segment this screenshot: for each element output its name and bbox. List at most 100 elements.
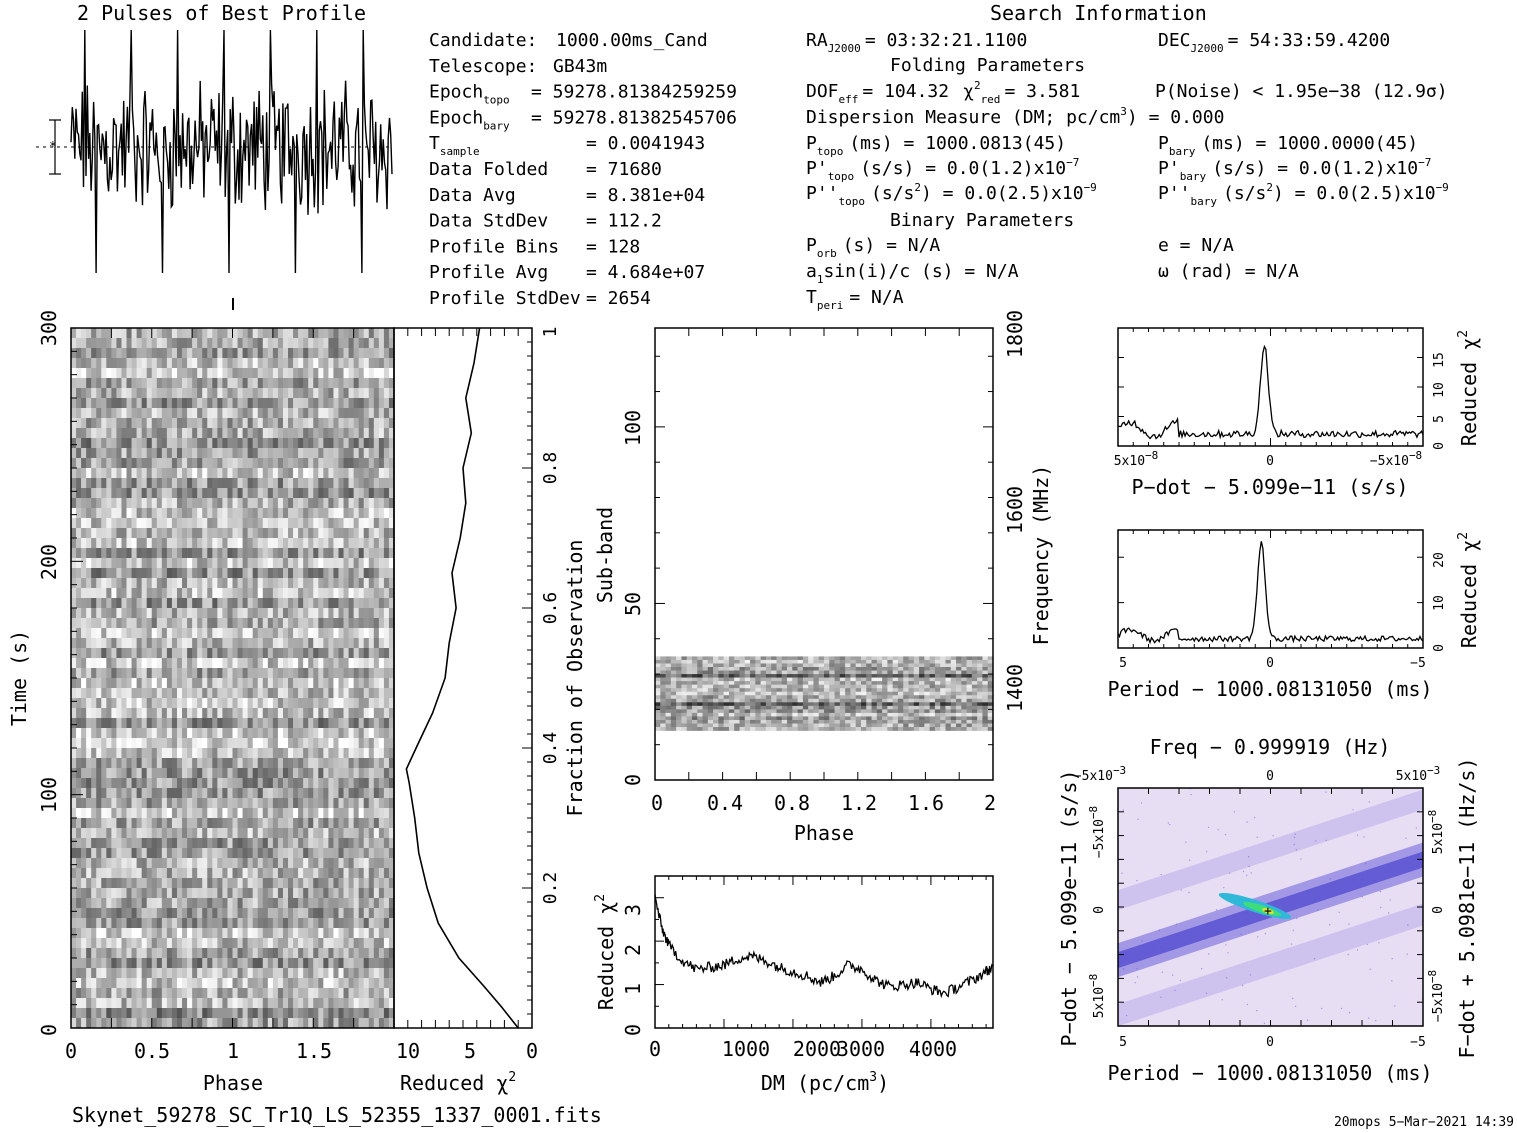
- time-phase-cell: [378, 708, 385, 719]
- time-phase-cell: [227, 508, 233, 519]
- time-phase-cell: [353, 548, 359, 559]
- time-phase-cell: [378, 758, 385, 769]
- time-phase-cell: [232, 968, 238, 979]
- time-phase-cell: [343, 398, 349, 409]
- time-phase-cell: [348, 528, 354, 539]
- time-phase-cell: [86, 978, 92, 989]
- subband-cell: [940, 659, 946, 664]
- time-phase-cell: [378, 608, 385, 619]
- time-phase-cell: [303, 648, 309, 659]
- time-phase-cell: [318, 368, 324, 379]
- time-phase-cell: [383, 878, 390, 889]
- time-phase-cell: [237, 788, 243, 799]
- time-phase-cell: [272, 328, 279, 339]
- time-phase-cell: [187, 378, 193, 389]
- time-phase-cell: [76, 608, 82, 619]
- time-phase-cell: [328, 628, 334, 639]
- time-phase-cell: [101, 478, 107, 489]
- time-phase-cell: [217, 748, 223, 759]
- time-phase-cell: [187, 668, 193, 679]
- time-phase-cell: [237, 708, 243, 719]
- time-phase-cell: [86, 908, 92, 919]
- time-phase-cell: [257, 918, 264, 929]
- time-phase-cell: [101, 908, 107, 919]
- time-phase-cell: [383, 958, 390, 969]
- time-phase-cell: [298, 468, 304, 479]
- time-phase-cell: [166, 348, 173, 359]
- time-phase-cell: [111, 908, 117, 919]
- time-phase-cell: [343, 648, 349, 659]
- time-phase-cell: [116, 738, 122, 749]
- time-phase-cell: [363, 478, 370, 489]
- time-phase-cell: [277, 858, 284, 869]
- time-phase-cell: [252, 508, 259, 519]
- time-phase-cell: [282, 918, 289, 929]
- time-phase-cell: [182, 408, 188, 419]
- time-phase-cell: [323, 668, 329, 679]
- time-phase-cell: [187, 868, 193, 879]
- time-phase-cell: [358, 768, 365, 779]
- time-phase-cell: [76, 498, 82, 509]
- time-phase-cell: [126, 918, 132, 929]
- time-phase-cell: [323, 948, 329, 959]
- time-phase-cell: [81, 718, 87, 729]
- time-phase-cell: [161, 948, 168, 959]
- time-phase-cell: [363, 828, 370, 839]
- time-phase-cell: [171, 488, 178, 499]
- time-phase-cell: [313, 478, 319, 489]
- time-phase-cell: [116, 648, 122, 659]
- time-phase-cell: [212, 948, 218, 959]
- time-phase-cell: [227, 978, 233, 989]
- subband-cell: [834, 656, 841, 661]
- time-phase-cell: [237, 438, 243, 449]
- time-phase-cell: [308, 498, 314, 509]
- time-phase-cell: [207, 1018, 213, 1029]
- info-row-value: = 8.381e+04: [586, 185, 705, 206]
- time-phase-cell: [146, 408, 153, 419]
- time-phase-cell: [146, 948, 153, 959]
- time-phase-cell: [242, 918, 248, 929]
- time-phase-cell: [383, 718, 390, 729]
- time-phase-cell: [232, 408, 238, 419]
- time-phase-cell: [217, 858, 223, 869]
- time-phase-cell: [217, 378, 223, 389]
- time-phase-cell: [96, 508, 102, 519]
- time-phase-cell: [111, 978, 117, 989]
- time-phase-cell: [76, 708, 82, 719]
- time-phase-cell: [267, 418, 274, 429]
- time-phase-cell: [343, 758, 349, 769]
- subband-cell: [956, 659, 962, 664]
- time-phase-cell: [76, 718, 82, 729]
- time-phase-cell: [288, 558, 294, 569]
- time-phase-cell: [182, 748, 188, 759]
- time-phase-cell: [257, 578, 264, 589]
- time-phase-cell: [207, 638, 213, 649]
- time-phase-cell: [282, 658, 289, 669]
- time-phase-cell: [182, 618, 188, 629]
- time-phase-cell: [252, 598, 259, 609]
- time-phase-cell: [81, 428, 87, 439]
- time-phase-cell: [171, 788, 178, 799]
- time-phase-cell: [232, 928, 238, 939]
- time-phase-cell: [282, 348, 289, 359]
- time-phase-cell: [91, 838, 97, 849]
- time-phase-cell: [252, 358, 259, 369]
- time-phase-cell: [338, 558, 344, 569]
- time-phase-cell: [293, 438, 299, 449]
- time-phase-cell: [176, 448, 183, 459]
- subband-cell: [987, 663, 994, 668]
- time-phase-cell: [388, 728, 395, 739]
- frac-ytick-3: 0.8: [540, 452, 561, 485]
- time-phase-cell: [81, 818, 87, 829]
- time-phase-cell: [182, 828, 188, 839]
- time-phase-cell: [151, 798, 158, 809]
- time-phase-cell: [161, 568, 168, 579]
- time-phase-cell: [111, 1018, 117, 1029]
- time-phase-cell: [358, 708, 365, 719]
- time-phase-cell: [126, 418, 132, 429]
- time-phase-cell: [146, 328, 153, 339]
- time-phase-cell: [116, 768, 122, 779]
- time-phase-cell: [156, 738, 163, 749]
- time-phase-cell: [202, 408, 208, 419]
